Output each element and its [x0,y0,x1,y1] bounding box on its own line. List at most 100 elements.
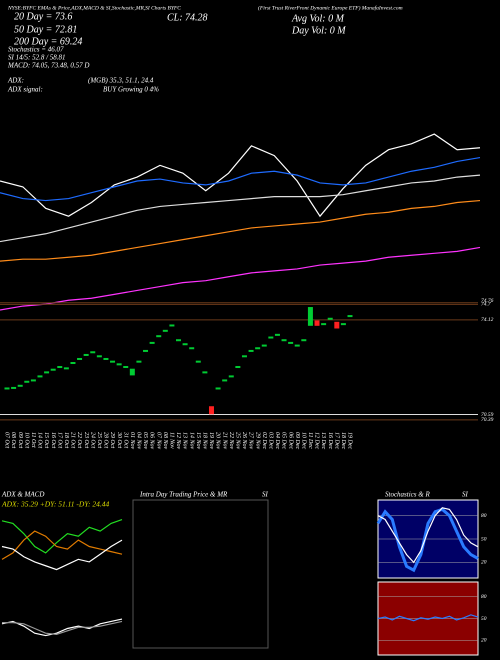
candle [176,339,181,342]
candle [136,360,142,363]
x-tick-label: 21 Oct [70,432,76,448]
candle [116,363,122,366]
series-line [2,620,123,635]
panel-subtitle: ADX: 35.29 +DY: 51.11 -DY: 24.44 [1,500,110,509]
candle [182,343,188,346]
candle [235,366,241,369]
y-tick-label: 50 [481,616,487,622]
candle [30,379,36,382]
series-line [377,614,479,622]
candle [123,366,129,369]
candle [334,321,340,329]
y-tick-label: 74.7 [481,301,491,308]
x-tick-label: 20 Nov [215,432,221,450]
stat: 50 Day = 72.81 [14,24,77,35]
x-tick-label: 04 Dec [274,432,281,449]
x-tick-label: 03 Dec [267,432,273,449]
x-tick-label: 18 Dec [340,432,346,449]
x-tick-label: 24 Oct [89,432,96,448]
y-tick-label: 20 [481,638,487,644]
x-tick-label: 23 Oct [83,432,89,448]
adx-label: ADX: [7,77,24,85]
series-line [0,156,481,202]
y-tick-label: 80 [481,513,487,519]
candle [255,347,261,350]
candle [327,317,333,320]
x-tick-label: 25 Oct [96,432,102,448]
x-tick-label: 22 Oct [76,432,82,448]
candle [195,360,201,363]
x-tick-label: 14 Oct [37,432,44,448]
series-line [0,199,481,262]
x-tick-label: 08 Oct [10,432,16,448]
candle [11,386,17,389]
stat: SI 14/5: 52.8 / 58.81 [8,54,66,62]
x-tick-label: 27 Nov [248,432,254,450]
x-tick-label: 26 Nov [241,432,247,450]
candle [83,353,89,356]
series-line [1,530,123,560]
x-tick-label: 05 Dec [281,432,287,449]
series-line [1,618,123,637]
x-tick-label: 10 Oct [23,432,29,448]
candle [169,324,175,327]
adx-value: (MGB) 35.3, 51.1, 24.4 [88,77,154,85]
x-tick-label: 11 Oct [30,432,36,448]
candle [162,329,168,332]
candle [274,333,280,336]
day-volume: Day Vol: 0 M [291,25,346,36]
x-tick-label: 09 Dec [294,432,300,449]
candle [248,349,254,352]
candle [288,341,294,344]
x-tick-label: 10 Dec [300,432,306,449]
x-tick-label: 29 Oct [109,432,115,448]
x-tick-label: 18 Nov [202,432,208,450]
x-tick-label: 13 Dec [320,432,326,449]
candle [215,387,221,390]
x-tick-label: 22 Nov [228,432,234,450]
candle [347,315,353,318]
candle [340,323,346,326]
close-price: CL: 74.28 [167,12,208,23]
x-tick-label: 09 Oct [17,432,23,448]
candle [24,380,30,383]
candle [149,341,155,344]
series-line [376,507,479,573]
x-tick-label: 02 Dec [261,432,267,449]
candle [63,367,69,370]
candle [307,307,313,326]
x-tick-label: 21 Nov [221,432,227,450]
x-tick-label: 31 Oct [122,431,128,448]
candle [281,339,287,342]
x-tick-label: 12 Nov [175,432,181,450]
x-tick-label: 15 Oct [43,432,49,448]
panel [132,499,269,649]
x-tick-label: 12 Dec [314,432,320,449]
candle [228,375,234,378]
candle [189,347,195,350]
candle [268,336,274,339]
series-line [0,246,481,311]
y-tick-label: 74.12 [481,316,494,323]
candle [57,366,63,369]
candle [301,339,307,342]
panel-title: Stochastics & R [385,491,430,499]
x-tick-label: 11 Nov [169,432,175,449]
x-tick-label: 17 Oct [56,432,62,448]
y-tick-label: 80 [481,594,487,600]
x-tick-label: 28 Oct [103,432,109,448]
y-tick-label: 20 [481,560,487,566]
candle [222,379,228,382]
x-tick-label: 01 Nov [129,432,135,450]
chart-title: NYSE:BYFC EMAs & Price,ADX,MACD & SI,Sto… [7,5,181,11]
candle [110,360,116,363]
candle [4,387,10,390]
candle [143,349,149,352]
x-tick-label: 19 Dec [347,432,353,449]
candle [314,320,320,326]
candle [321,323,327,326]
candle [103,357,109,360]
x-tick-label: 06 Dec [287,432,293,449]
